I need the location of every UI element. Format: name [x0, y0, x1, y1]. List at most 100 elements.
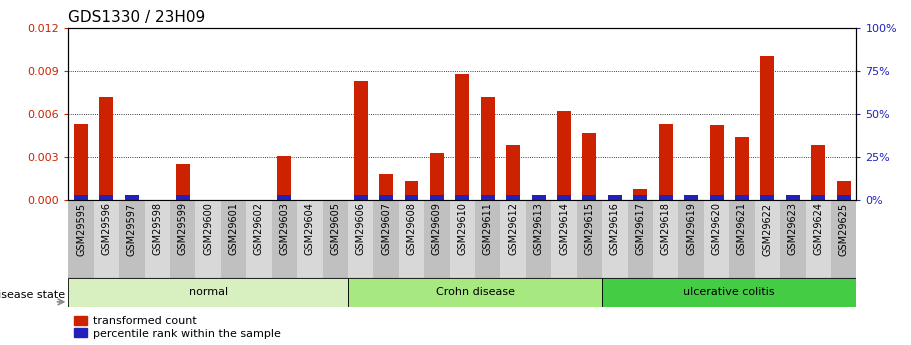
Bar [278, 195, 292, 200]
Bar [735, 137, 749, 200]
Bar [399, 200, 425, 278]
Text: normal: normal [189, 287, 228, 297]
Bar [271, 200, 297, 278]
Bar [348, 278, 602, 307]
Bar [710, 195, 723, 200]
Bar [831, 200, 856, 278]
Bar [836, 181, 851, 200]
Text: GSM29611: GSM29611 [483, 203, 493, 255]
Bar [557, 111, 571, 200]
Bar [481, 195, 495, 200]
Text: GSM29615: GSM29615 [585, 203, 595, 255]
Text: GSM29618: GSM29618 [660, 203, 670, 255]
Text: Crohn disease: Crohn disease [435, 287, 515, 297]
Text: GSM29624: GSM29624 [814, 203, 824, 255]
Text: GSM29612: GSM29612 [508, 203, 518, 255]
Bar [119, 200, 145, 278]
Text: GSM29614: GSM29614 [559, 203, 569, 255]
Text: GSM29597: GSM29597 [127, 203, 137, 256]
Bar [811, 146, 825, 200]
Bar [170, 200, 196, 278]
Bar [507, 146, 520, 200]
Text: GSM29625: GSM29625 [839, 203, 849, 256]
Bar [74, 124, 88, 200]
Bar [481, 97, 495, 200]
Text: GSM29595: GSM29595 [76, 203, 86, 256]
Text: GSM29607: GSM29607 [381, 203, 391, 255]
Bar [430, 152, 444, 200]
Bar [220, 200, 246, 278]
Bar [425, 200, 450, 278]
Bar [577, 200, 602, 278]
Bar [99, 195, 114, 200]
Bar [653, 200, 679, 278]
Bar [679, 200, 704, 278]
Bar [456, 195, 469, 200]
Bar [196, 200, 220, 278]
Bar [557, 195, 571, 200]
Bar [353, 81, 368, 200]
Text: GSM29620: GSM29620 [711, 203, 722, 255]
Bar [633, 189, 647, 200]
Text: GSM29599: GSM29599 [178, 203, 188, 255]
Text: GSM29619: GSM29619 [686, 203, 696, 255]
Bar [628, 200, 653, 278]
Bar [602, 278, 856, 307]
Text: GSM29600: GSM29600 [203, 203, 213, 255]
Bar [780, 200, 805, 278]
Bar [297, 200, 322, 278]
Legend: transformed count, percentile rank within the sample: transformed count, percentile rank withi… [74, 316, 281, 338]
Text: GSM29601: GSM29601 [229, 203, 239, 255]
Bar [379, 195, 393, 200]
Text: GSM29622: GSM29622 [763, 203, 773, 256]
Text: GSM29608: GSM29608 [406, 203, 416, 255]
Text: GSM29609: GSM29609 [432, 203, 442, 255]
Bar [684, 195, 698, 200]
Bar [811, 195, 825, 200]
Bar [735, 195, 749, 200]
Text: GSM29617: GSM29617 [635, 203, 645, 255]
Bar [805, 200, 831, 278]
Bar [176, 195, 189, 200]
Text: GSM29616: GSM29616 [609, 203, 619, 255]
Bar [761, 195, 774, 200]
Bar [145, 200, 170, 278]
Bar [456, 73, 469, 200]
Bar [404, 181, 418, 200]
Bar [836, 195, 851, 200]
Bar [374, 200, 399, 278]
Bar [633, 195, 647, 200]
Text: GSM29605: GSM29605 [330, 203, 340, 255]
Bar [659, 124, 672, 200]
Bar [582, 195, 597, 200]
Bar [404, 195, 418, 200]
Text: disease state: disease state [0, 290, 65, 300]
Bar [176, 164, 189, 200]
Bar [582, 132, 597, 200]
Bar [659, 195, 672, 200]
Text: GSM29602: GSM29602 [254, 203, 264, 255]
Text: GSM29604: GSM29604 [305, 203, 315, 255]
Bar [608, 195, 622, 200]
Text: GSM29606: GSM29606 [355, 203, 365, 255]
Text: GSM29603: GSM29603 [280, 203, 290, 255]
Bar [526, 200, 551, 278]
Text: GSM29598: GSM29598 [152, 203, 162, 255]
Bar [430, 195, 444, 200]
Bar [246, 200, 271, 278]
Bar [761, 56, 774, 200]
Bar [74, 195, 88, 200]
Bar [322, 200, 348, 278]
Text: GSM29596: GSM29596 [101, 203, 111, 255]
Bar [710, 125, 723, 200]
Bar [353, 195, 368, 200]
Bar [786, 195, 800, 200]
Text: GDS1330 / 23H09: GDS1330 / 23H09 [68, 10, 206, 25]
Bar [94, 200, 119, 278]
Bar [704, 200, 729, 278]
Text: ulcerative colitis: ulcerative colitis [683, 287, 775, 297]
Bar [450, 200, 475, 278]
Bar [68, 200, 94, 278]
Bar [475, 200, 500, 278]
Bar [602, 200, 628, 278]
